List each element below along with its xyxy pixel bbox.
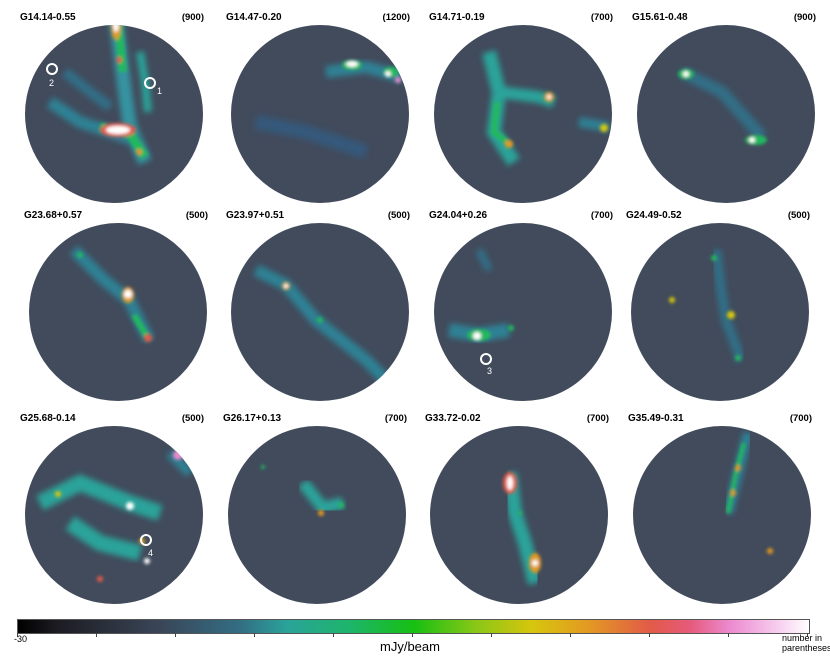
field-name: G23.97+0.51 [226, 210, 285, 221]
colorbar-max-line1: number in [782, 633, 823, 643]
marker-label-2: 2 [49, 78, 54, 88]
map-panel-5: G23.68+0.57 (500) [24, 210, 214, 402]
colorbar-max-line2: parentheses [782, 643, 830, 653]
colorbar [17, 619, 810, 634]
emission-map [434, 25, 612, 203]
field-name: G25.68-0.14 [20, 413, 76, 424]
emission-map [631, 223, 809, 401]
map-panel-3: G14.71-0.19 (700) [429, 12, 619, 204]
map-panel-10: G26.17+0.13 (700) [223, 413, 413, 605]
flux-scale: (500) [181, 413, 204, 424]
field-name: G26.17+0.13 [223, 413, 282, 424]
flux-scale: (500) [787, 210, 810, 221]
field-name: G14.14-0.55 [20, 12, 76, 23]
emission-map [228, 426, 406, 604]
emission-map [637, 25, 815, 203]
marker-circle-1 [144, 77, 156, 89]
marker-circle-4 [140, 534, 152, 546]
map-panel-6: G23.97+0.51 (500) [226, 210, 416, 402]
emission-map [633, 426, 811, 604]
flux-scale: (500) [387, 210, 410, 221]
flux-scale: (700) [384, 413, 407, 424]
map-panel-9: 4 G25.68-0.14 (500) [20, 413, 210, 605]
colorbar-max-label: number in parentheses [782, 633, 830, 653]
marker-circle-2 [46, 63, 58, 75]
flux-scale: (700) [590, 12, 613, 23]
flux-scale: (500) [185, 210, 208, 221]
colorbar-min-label: -30 [14, 634, 28, 644]
flux-scale: (900) [793, 12, 816, 23]
map-panel-8: G24.49-0.52 (500) [626, 210, 816, 402]
map-panel-2: G14.47-0.20 (1200) [226, 12, 416, 204]
map-panel-11: G33.72-0.02 (700) [425, 413, 615, 605]
map-panel-7: 3 G24.04+0.26 (700) [429, 210, 619, 402]
emission-map [231, 25, 409, 203]
map-panel-4: G15.61-0.48 (900) [632, 12, 822, 204]
field-name: G23.68+0.57 [24, 210, 83, 221]
field-name: G35.49-0.31 [628, 413, 684, 424]
emission-map [430, 426, 608, 604]
marker-label-4: 4 [148, 548, 153, 558]
field-name: G24.49-0.52 [626, 210, 682, 221]
emission-map: 4 [25, 426, 203, 604]
colorbar-unit-label: mJy/beam [380, 639, 440, 654]
flux-scale: (700) [789, 413, 812, 424]
emission-map [29, 223, 207, 401]
field-name: G24.04+0.26 [429, 210, 488, 221]
emission-map: 2 1 [25, 25, 203, 203]
emission-map [231, 223, 409, 401]
field-name: G14.71-0.19 [429, 12, 485, 23]
marker-label-3: 3 [487, 366, 492, 376]
field-name: G33.72-0.02 [425, 413, 481, 424]
map-panel-1: 2 1 G14.14-0.55 (900) [20, 12, 210, 204]
marker-label-1: 1 [157, 86, 162, 96]
emission-map: 3 [434, 223, 612, 401]
marker-circle-3 [480, 353, 492, 365]
field-name: G14.47-0.20 [226, 12, 282, 23]
flux-scale: (900) [181, 12, 204, 23]
map-panel-12: G35.49-0.31 (700) [628, 413, 818, 605]
colorbar-ticks [17, 633, 808, 637]
field-name: G15.61-0.48 [632, 12, 688, 23]
flux-scale: (700) [590, 210, 613, 221]
flux-scale: (1200) [382, 12, 410, 23]
flux-scale: (700) [586, 413, 609, 424]
